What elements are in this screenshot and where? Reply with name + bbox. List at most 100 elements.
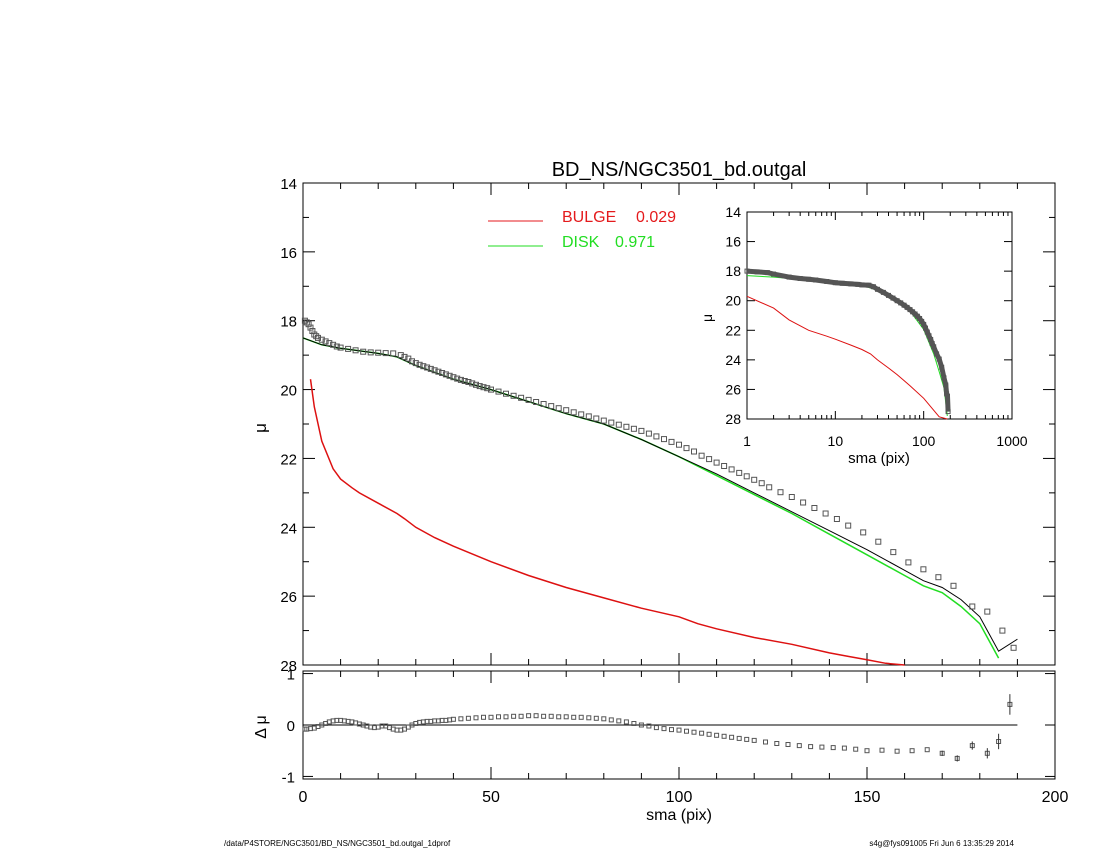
main-series-data-point-80	[751, 476, 758, 483]
resid-point-93	[909, 748, 915, 754]
resid-point-64	[631, 721, 637, 726]
main-series-data-point-29	[427, 365, 434, 372]
main-series-data-point-0	[301, 317, 308, 324]
inset-ytick-label-2: 18	[725, 263, 741, 279]
inset-ylabel: μ	[699, 314, 715, 322]
main-series-data-point-96	[950, 582, 957, 589]
main-series-data-point-86	[811, 505, 818, 511]
inset-series-data-point-10	[839, 280, 845, 286]
main-series-data-point-28	[424, 364, 431, 371]
main-series-data-point-4	[309, 328, 316, 334]
main-profile-panel: BD_NS/NGC3501_bd.outgal 14 16 18 20 22 24 26 28…	[251, 159, 1056, 675]
main-series-data-point-57	[578, 411, 585, 418]
main-series-group	[301, 317, 1018, 666]
main-series-data-point-52	[540, 401, 547, 407]
inset-series-data-point-13	[859, 282, 865, 288]
resid-point-73	[699, 730, 705, 736]
resid-point-47	[503, 714, 509, 720]
resid-point-94	[924, 747, 930, 753]
main-series-data-point-74	[706, 456, 713, 463]
resid-point-42	[465, 715, 471, 721]
main-series-data-point-40	[469, 380, 476, 387]
resid-point-44	[481, 714, 486, 720]
resid-point-69	[669, 727, 674, 733]
main-series-data-point-48	[510, 392, 517, 399]
main-series-data-point-8	[318, 336, 325, 343]
resid-point-54	[556, 714, 562, 720]
resid-xlabel: sma (pix)	[646, 807, 712, 824]
inset-series-data-point-0	[744, 268, 750, 274]
main-series-data-point-71	[683, 445, 690, 452]
resid-point-89	[853, 746, 859, 752]
main-series-data-point-95	[935, 574, 942, 581]
resid-point-41	[458, 716, 464, 722]
resid-point-80	[751, 737, 757, 743]
main-series-data-point-77	[728, 466, 735, 473]
resid-point-51	[533, 713, 539, 719]
resid-point-81	[763, 739, 768, 745]
inset-ytick-label-4: 22	[725, 322, 741, 338]
inset-ytick-label-1: 16	[725, 234, 741, 250]
main-series-data-point-13	[337, 344, 344, 351]
main-axis-ticks: 14 16 18 20 22 24 26 28	[280, 176, 1056, 675]
main-series-data-point-47	[503, 390, 509, 397]
resid-point-92	[894, 748, 900, 754]
resid-point-57	[578, 714, 584, 720]
main-series-data-point-99	[999, 627, 1006, 634]
main-series-data-point-63	[623, 423, 630, 430]
main-ytick-label-2: 18	[280, 314, 297, 331]
main-series-data-point-3	[307, 324, 314, 331]
inset-series-data-point-7	[813, 277, 819, 283]
main-series-data-point-25	[412, 360, 419, 367]
main-series-data-point-75	[713, 459, 720, 466]
main-series-data-point-88	[833, 516, 840, 522]
main-series-data-point-12	[333, 343, 340, 350]
inset-series-data-point-5	[797, 276, 803, 281]
resid-point-56	[571, 714, 577, 720]
main-series-data-point-76	[721, 463, 728, 469]
inset-ytick-label-6: 26	[725, 381, 741, 397]
resid-point-52	[541, 713, 547, 719]
resid-point-87	[830, 745, 836, 751]
resid-xtick-label-4: 200	[1042, 789, 1069, 806]
resid-point-46	[496, 714, 501, 720]
main-series-data-point-11	[330, 341, 337, 348]
inset-series-data-point-6	[806, 276, 812, 282]
inset-xlabel: sma (pix)	[848, 450, 910, 467]
resid-ytick-label-2: 1	[287, 667, 295, 684]
footer-path: /data/P4STORE/NGC3501/BD_NS/NGC3501_bd.o…	[224, 839, 451, 848]
legend-bulge-label: BULGE	[562, 209, 616, 226]
main-series-data-point-49	[518, 394, 525, 401]
legend-disk-label: DISK	[562, 234, 600, 251]
main-series-model-line	[302, 337, 1018, 652]
main-series-data-point-84	[788, 494, 795, 500]
inset-series-data-point-43	[945, 393, 950, 399]
inset-series-data-point-9	[832, 280, 838, 286]
resid-point-60	[601, 716, 607, 722]
main-series-data-point-60	[600, 417, 607, 424]
main-ytick-label-7: 28	[280, 658, 297, 675]
main-series-data-point-79	[743, 473, 750, 480]
main-series-data-point-94	[920, 566, 927, 573]
main-series-data-point-50	[525, 396, 532, 403]
resid-point-61	[608, 717, 614, 723]
main-series-data-point-22	[401, 353, 408, 360]
main-series-data-point-42	[476, 383, 483, 390]
main-series-data-point-14	[345, 345, 352, 352]
main-series-data-point-51	[533, 399, 540, 405]
resid-point-71	[684, 728, 689, 734]
main-series-data-point-44	[484, 385, 491, 392]
resid-ytick-label-1: 0	[287, 718, 295, 735]
legend-bulge-value: 0.029	[636, 209, 676, 226]
resid-point-78	[736, 735, 742, 741]
main-series-data-point-34	[446, 372, 453, 379]
resid-xtick-label-0: 0	[299, 789, 308, 806]
resid-point-65	[638, 722, 644, 728]
inset-ytick-label-5: 24	[725, 352, 741, 368]
resid-point-62	[616, 718, 622, 724]
inset-plot-frame	[746, 211, 1013, 420]
main-series-data-point-38	[461, 378, 468, 384]
main-series-data-point-97	[969, 603, 976, 610]
main-series-data-point-46	[495, 388, 502, 395]
